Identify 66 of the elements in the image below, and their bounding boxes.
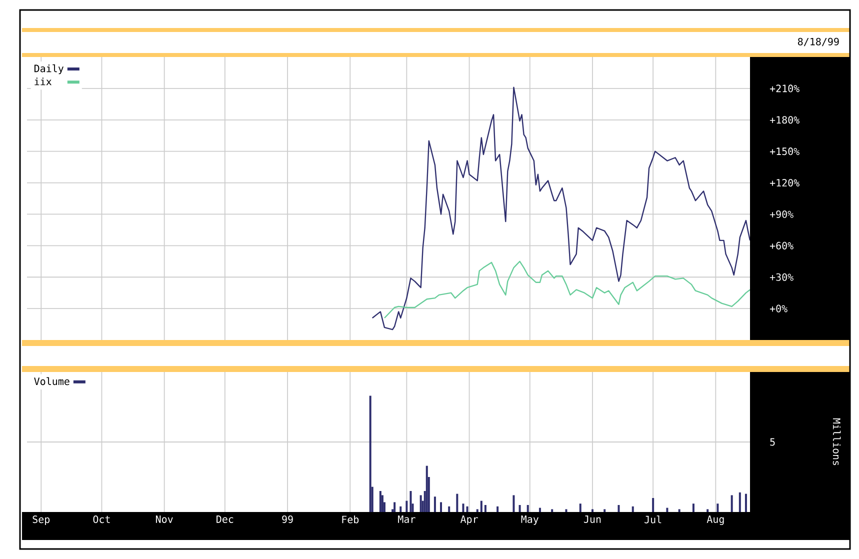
x-tick-label: Apr	[460, 516, 478, 525]
x-tick-label: 99	[282, 516, 293, 524]
bar	[369, 396, 372, 512]
bar	[379, 491, 382, 512]
bar	[448, 506, 450, 512]
x-tick-label: Feb	[342, 516, 359, 524]
bar	[618, 505, 620, 512]
y-tick-label: +210%	[770, 84, 800, 92]
bar	[738, 492, 741, 512]
bar	[426, 466, 428, 512]
y-tick-label: +30%	[770, 273, 794, 281]
y-tick-label: +60%	[770, 242, 794, 250]
bar	[591, 509, 594, 512]
x-tick-label: Mar	[398, 516, 416, 523]
bar	[410, 491, 412, 512]
y-tick-label: +120%	[770, 179, 800, 187]
bar	[512, 495, 515, 512]
bar	[484, 505, 486, 512]
bar	[538, 508, 541, 512]
bar	[666, 508, 668, 512]
bar	[730, 495, 733, 512]
bar	[652, 498, 654, 512]
bar	[420, 495, 422, 512]
bar	[604, 509, 606, 512]
legend-label: Volume	[34, 377, 70, 386]
bar	[678, 509, 680, 512]
y-tick-label: +150%	[770, 148, 800, 156]
y-tick-label: +180%	[770, 116, 800, 124]
bar	[466, 506, 468, 512]
bar	[381, 495, 384, 512]
bar	[440, 502, 442, 512]
x-tick-label: May	[521, 516, 539, 525]
x-tick-label: Oct	[93, 516, 110, 524]
x-tick-label: Jun	[584, 516, 601, 523]
bar	[551, 509, 554, 512]
bar	[632, 506, 634, 512]
bar	[692, 504, 694, 512]
y-tick-label: +0%	[770, 304, 788, 312]
x-tick-label: Sep	[32, 516, 50, 526]
bar	[565, 509, 568, 512]
y-tick-label: 5	[770, 438, 775, 446]
bar	[716, 504, 719, 512]
line-series	[384, 260, 750, 319]
y-tick-label: +90%	[770, 210, 794, 218]
legend-label: Daily	[34, 64, 64, 74]
bar	[744, 494, 747, 512]
bar	[394, 502, 396, 512]
text: 8/18/99	[798, 38, 839, 46]
bar	[400, 506, 402, 512]
bar	[706, 509, 709, 512]
legend-label: iix	[34, 78, 52, 86]
bar	[434, 496, 436, 512]
x-tick-label: Aug	[706, 516, 724, 525]
x-tick-label: Dec	[216, 516, 234, 523]
bar	[496, 506, 499, 512]
bar	[518, 505, 521, 512]
x-tick-label: Nov	[156, 516, 173, 523]
bar	[480, 500, 482, 512]
bar	[526, 505, 529, 512]
bar	[462, 504, 464, 512]
x-tick-label: Jul	[644, 516, 662, 524]
bar	[579, 504, 582, 512]
bar	[476, 509, 478, 512]
bar	[406, 500, 408, 512]
bar	[456, 494, 458, 512]
y-axis-title: Millions	[832, 418, 841, 466]
